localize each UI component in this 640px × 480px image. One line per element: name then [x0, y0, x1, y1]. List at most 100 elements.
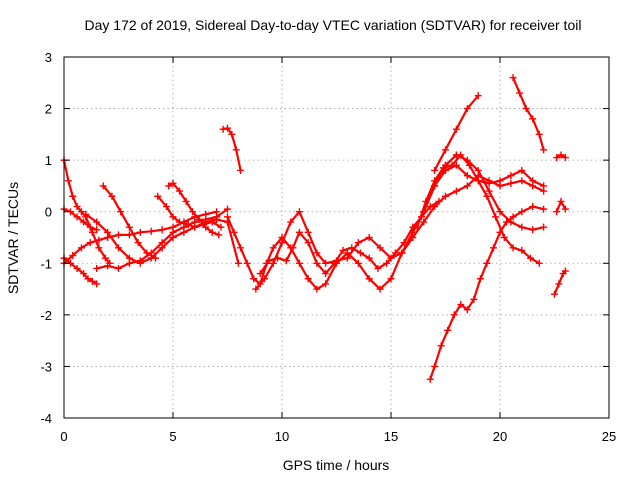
series-line	[95, 208, 229, 270]
data-point-marker	[219, 125, 227, 133]
data-point-marker	[452, 161, 460, 169]
series-line	[553, 269, 567, 296]
data-point-marker	[73, 213, 81, 221]
data-point-marker	[557, 197, 565, 205]
data-point-marker	[483, 259, 491, 267]
data-point-marker	[313, 259, 321, 267]
data-point-marker	[561, 267, 569, 275]
data-point-marker	[80, 270, 88, 278]
data-point-marker	[95, 236, 103, 244]
data-point-marker	[213, 213, 221, 221]
data-point-marker	[115, 264, 122, 272]
data-point-marker	[191, 223, 199, 231]
series-track-20	[509, 74, 548, 154]
data-point-marker	[282, 257, 290, 265]
data-point-marker	[169, 179, 177, 187]
x-tick-label: 15	[384, 429, 398, 444]
data-point-marker	[500, 234, 508, 241]
data-point-marker	[125, 223, 133, 231]
data-point-marker	[463, 105, 471, 113]
data-point-marker	[322, 280, 330, 288]
data-point-marker	[400, 239, 408, 247]
data-point-marker	[304, 228, 312, 236]
data-point-marker	[535, 130, 543, 138]
data-point-marker	[518, 166, 526, 174]
data-point-marker	[88, 228, 96, 236]
data-point-marker	[503, 218, 511, 226]
data-point-marker	[69, 252, 77, 260]
y-axis-label: SDTVAR / TECUs	[5, 182, 21, 294]
data-point-marker	[115, 231, 122, 239]
y-tick-label: 2	[45, 102, 52, 117]
series-track-7	[99, 182, 160, 262]
data-point-marker	[420, 208, 428, 216]
series-track-9	[165, 179, 223, 239]
data-point-marker	[295, 208, 303, 216]
series-line	[254, 210, 403, 291]
series-track-22	[553, 197, 569, 216]
data-point-marker	[108, 192, 116, 200]
y-tick-label: 0	[45, 205, 52, 220]
data-point-marker	[195, 215, 203, 223]
data-point-marker	[88, 277, 96, 285]
data-point-marker	[483, 192, 491, 200]
y-tick-label: -4	[40, 411, 52, 426]
data-point-marker	[287, 218, 295, 226]
data-point-marker	[485, 179, 493, 187]
data-point-marker	[143, 249, 151, 257]
data-point-marker	[269, 259, 277, 267]
data-point-marker	[492, 213, 500, 221]
data-point-marker	[529, 203, 537, 211]
data-point-marker	[86, 223, 94, 231]
data-point-marker	[217, 223, 225, 231]
data-point-marker	[304, 239, 312, 247]
data-point-marker	[84, 275, 92, 283]
data-point-marker	[104, 228, 112, 236]
data-point-marker	[136, 228, 144, 236]
y-tick-label: -3	[40, 359, 52, 374]
data-point-marker	[184, 221, 192, 229]
data-point-marker	[278, 239, 286, 247]
data-series-group	[60, 74, 569, 383]
data-point-marker	[252, 285, 260, 293]
data-point-marker	[261, 275, 269, 283]
data-point-marker	[162, 203, 170, 211]
data-point-marker	[391, 249, 399, 257]
data-point-marker	[561, 205, 569, 213]
x-tick-label: 0	[60, 429, 67, 444]
data-point-marker	[485, 187, 493, 195]
data-point-marker	[86, 239, 94, 247]
data-point-marker	[413, 223, 421, 231]
data-point-marker	[496, 208, 504, 216]
chart-title: Day 172 of 2019, Sidereal Day-to-day VTE…	[85, 17, 582, 33]
data-point-marker	[529, 115, 537, 123]
data-point-marker	[125, 259, 133, 267]
data-point-marker	[322, 259, 330, 267]
data-point-marker	[470, 295, 478, 303]
data-point-marker	[93, 264, 101, 272]
y-tick-label: 1	[45, 153, 52, 168]
data-point-marker	[313, 249, 321, 257]
data-point-marker	[99, 182, 107, 190]
data-point-marker	[551, 290, 558, 298]
data-point-marker	[474, 92, 482, 100]
data-point-marker	[496, 228, 504, 236]
data-point-marker	[125, 231, 133, 239]
series-track-4	[60, 208, 221, 267]
data-point-marker	[387, 275, 395, 283]
data-point-marker	[93, 226, 101, 234]
series-line	[422, 164, 545, 213]
data-point-marker	[73, 203, 81, 211]
data-point-marker	[269, 244, 277, 252]
data-point-marker	[73, 264, 81, 272]
data-point-marker	[176, 218, 184, 226]
data-point-marker	[535, 259, 543, 267]
axis-ticks: 0 5 10 15 20 25 -4 -3 -2 -1 0 1 2 3	[40, 50, 616, 444]
data-point-marker	[540, 223, 548, 231]
data-point-marker	[374, 264, 382, 272]
y-tick-label: -1	[40, 256, 52, 271]
data-point-marker	[457, 151, 465, 159]
data-point-marker	[420, 218, 428, 226]
data-point-marker	[561, 154, 569, 162]
data-point-marker	[442, 192, 449, 200]
